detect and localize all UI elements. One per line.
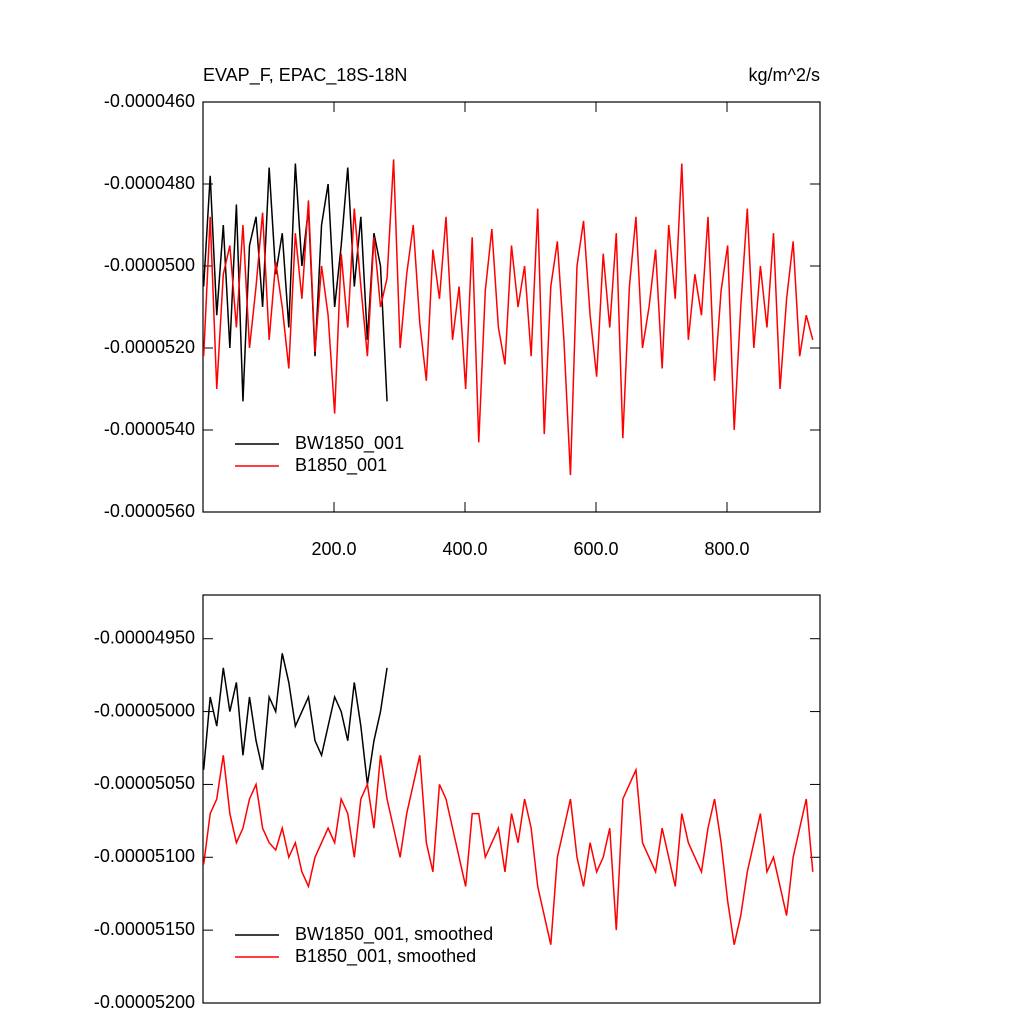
- legend-label: B1850_001: [295, 455, 387, 476]
- x-tick-label: 200.0: [311, 539, 356, 559]
- y-tick-label: -0.00005000: [94, 700, 195, 720]
- y-tick-label: -0.0000500: [104, 255, 195, 275]
- x-tick-label: 800.0: [704, 539, 749, 559]
- chart-title: EVAP_F, EPAC_18S-18N: [203, 65, 407, 86]
- series-line: [202, 755, 814, 945]
- y-tick-label: -0.0000480: [104, 173, 195, 193]
- x-tick-label: 400.0: [442, 539, 487, 559]
- y-tick-label: -0.0000540: [104, 419, 195, 439]
- series-line: [202, 163, 388, 402]
- plot-frame: [202, 594, 821, 1004]
- legend-label: B1850_001, smoothed: [295, 946, 476, 967]
- y-tick-label: -0.0000560: [104, 501, 195, 521]
- y-tick-label: -0.0000460: [104, 91, 195, 111]
- y-tick-label: -0.00004950: [94, 627, 195, 647]
- y-tick-label: -0.0000520: [104, 337, 195, 357]
- y-tick-label: -0.00005200: [94, 992, 195, 1012]
- y-tick-label: -0.00005050: [94, 773, 195, 793]
- series-line: [202, 159, 814, 476]
- units-label: kg/m^2/s: [749, 65, 820, 85]
- x-tick-label: 600.0: [573, 539, 618, 559]
- legend-label: BW1850_001: [295, 433, 404, 454]
- y-tick-label: -0.00005100: [94, 846, 195, 866]
- series-line: [202, 653, 388, 785]
- legend-label: BW1850_001, smoothed: [295, 924, 493, 945]
- y-tick-label: -0.00005150: [94, 919, 195, 939]
- plot-frame: [202, 101, 821, 513]
